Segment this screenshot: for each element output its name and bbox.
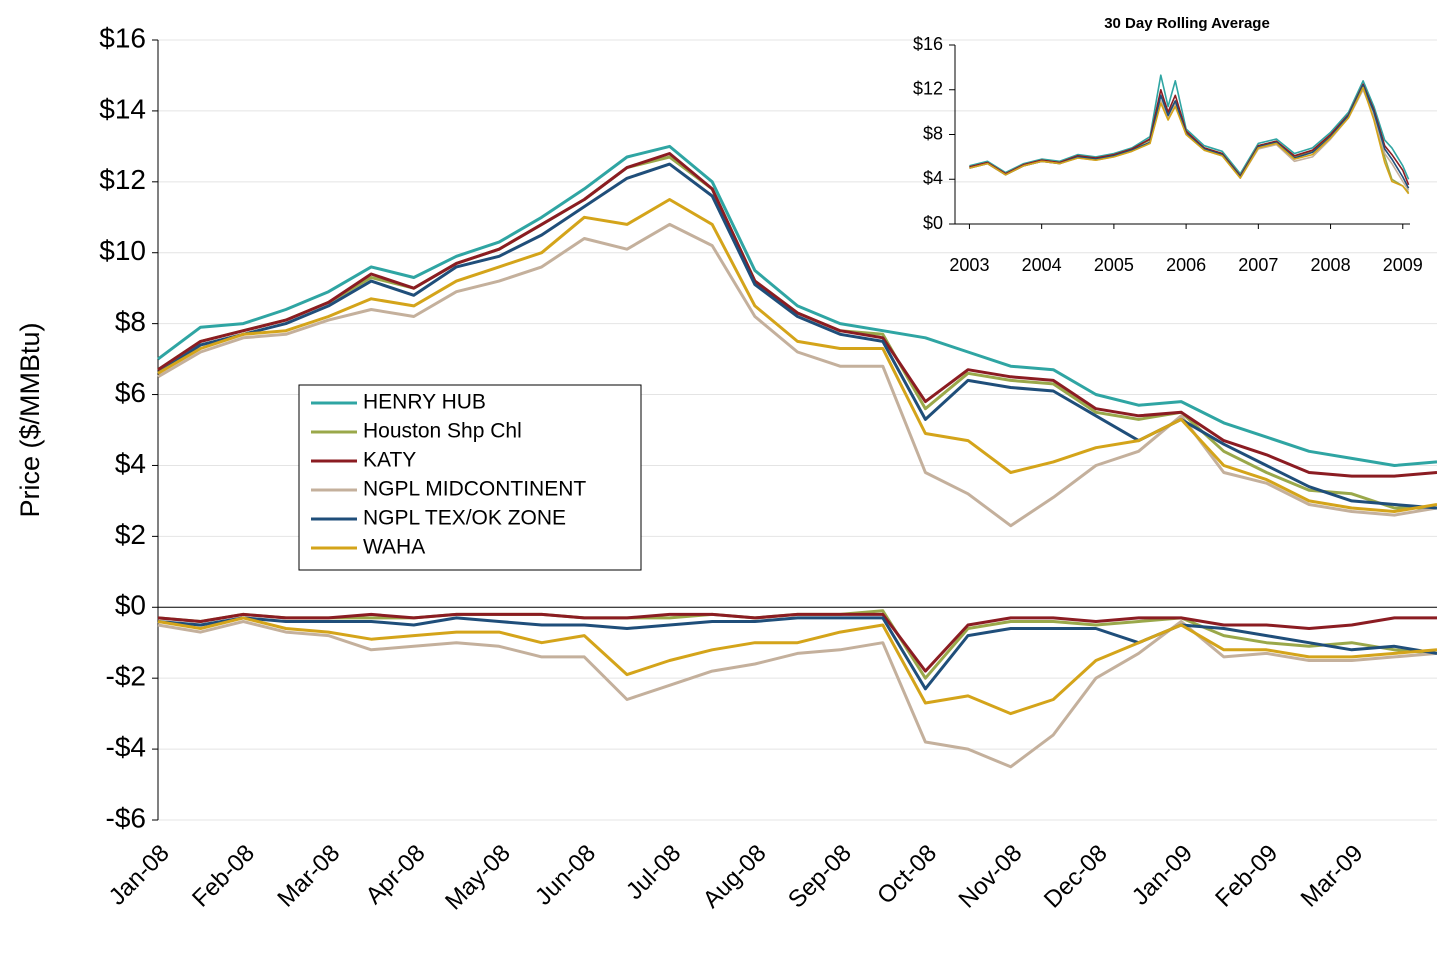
x-tick-label: 2007 [1238,255,1278,275]
x-tick-label: Sep-08 [783,840,857,914]
y-tick-label: -$4 [106,731,146,762]
x-tick-label: 2004 [1022,255,1062,275]
series-line [157,144,1437,467]
series-line [969,89,1410,191]
y-tick-label: $6 [115,377,146,408]
legend-label: NGPL TEX/OK ZONE [363,507,566,530]
x-tick-label: Feb-08 [187,840,260,913]
inset-title: 30 Day Rolling Average [1104,15,1270,32]
y-tick-label: $16 [99,22,146,53]
series-line [157,152,1437,478]
y-tick-label: $16 [913,34,943,54]
x-tick-label: Jan-09 [1127,840,1198,911]
y-tick-label: $4 [115,448,146,479]
x-tick-label: Feb-09 [1210,840,1283,913]
legend-label: NGPL MIDCONTINENT [363,478,586,501]
x-tick-label: Apr-08 [360,840,430,910]
y-tick-label: $14 [99,93,146,124]
y-tick-label: $0 [923,213,943,233]
x-tick-label: 2009 [1383,255,1423,275]
y-tick-label: $0 [115,590,146,621]
y-tick-label: $12 [99,164,146,195]
series-line [157,616,1437,716]
x-tick-label: 2008 [1311,255,1351,275]
series-line [157,620,1437,769]
y-tick-label: -$2 [106,661,146,692]
y-tick-label: $8 [923,123,943,143]
series-line [157,616,1437,691]
series-line [969,83,1410,186]
x-tick-label: Oct-08 [872,840,942,910]
series-line [969,85,1410,194]
x-tick-label: Nov-08 [954,840,1028,914]
x-tick-label: 2005 [1094,255,1134,275]
series-line [157,162,1437,510]
series-line [157,198,1437,513]
legend-label: HENRY HUB [363,391,486,414]
legend-label: KATY [363,449,416,472]
series-line [969,74,1410,180]
legend-box [298,384,642,571]
x-tick-label: Mar-08 [272,840,345,913]
y-tick-label: $12 [913,79,943,99]
x-tick-label: Mar-09 [1296,840,1369,913]
x-tick-label: Dec-08 [1039,840,1113,914]
y-tick-label: $4 [923,168,943,188]
x-tick-label: Jan-08 [104,840,175,911]
legend-label: WAHA [363,536,425,559]
x-tick-label: Jul-08 [621,840,686,905]
x-tick-label: May-08 [440,840,516,916]
y-tick-label: -$6 [106,802,146,833]
x-tick-label: Jun-08 [530,840,601,911]
y-tick-label: $10 [99,235,146,266]
y-tick-label: $2 [115,519,146,550]
series-line [157,612,1437,673]
y-axis-label: Price ($/MMBtu) [15,322,45,517]
x-tick-label: 2003 [949,255,989,275]
series-line [157,222,1437,528]
x-tick-label: Aug-08 [698,840,772,914]
series-line [969,86,1410,195]
y-tick-label: $8 [115,306,146,337]
x-tick-label: 2006 [1166,255,1206,275]
legend-label: Houston Shp Chl [363,420,522,443]
